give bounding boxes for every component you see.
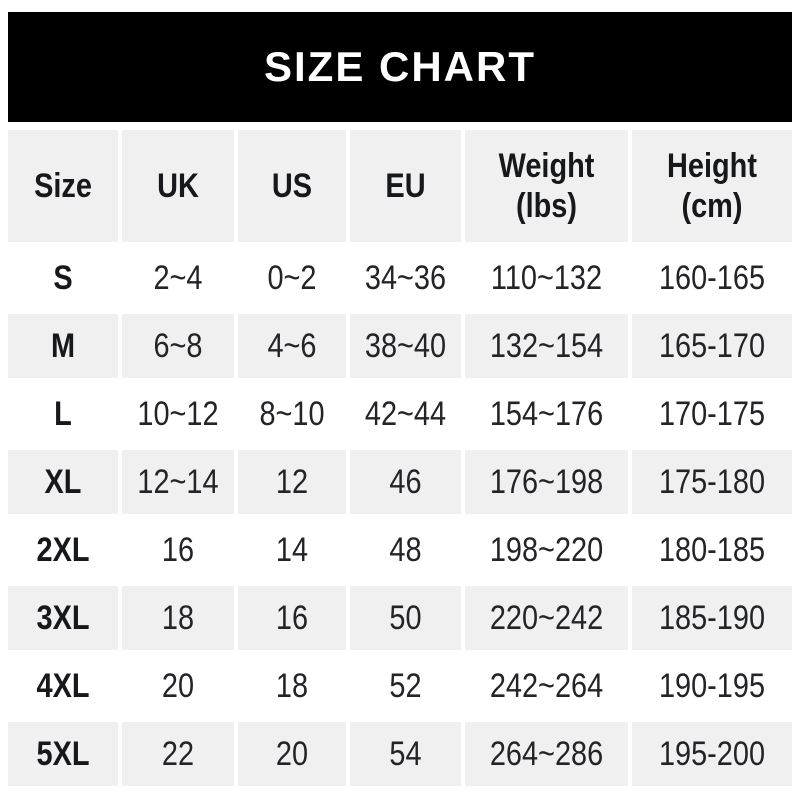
- cell-uk-2xl: 16: [122, 518, 234, 582]
- size-label-5xl: 5XL: [8, 722, 118, 786]
- cell-uk-l: 10~12: [122, 382, 234, 446]
- cell-height-cm-s: 160-165: [632, 246, 792, 310]
- column-header-eu: EU: [350, 130, 461, 242]
- cell-uk-3xl: 18: [122, 586, 234, 650]
- cell-us-5xl: 20: [238, 722, 346, 786]
- cell-uk-5xl: 22: [122, 722, 234, 786]
- cell-us-s: 0~2: [238, 246, 346, 310]
- table-row-l: L 10~12 8~10 42~44 154~176 170-175: [8, 382, 792, 446]
- column-header-size: Size: [8, 130, 118, 242]
- column-header-weight-lbs: Weight (lbs): [465, 130, 628, 242]
- table-row-xl: XL 12~14 12 46 176~198 175-180: [8, 450, 792, 514]
- cell-weight-lbs-s: 110~132: [465, 246, 628, 310]
- table-row-5xl: 5XL 22 20 54 264~286 195-200: [8, 722, 792, 786]
- cell-weight-lbs-l: 154~176: [465, 382, 628, 446]
- cell-us-m: 4~6: [238, 314, 346, 378]
- cell-eu-s: 34~36: [350, 246, 461, 310]
- table-body: S 2~4 0~2 34~36 110~132 160-165 M 6~8 4~6 38~40 13…: [8, 246, 792, 786]
- size-label-s: S: [8, 246, 118, 310]
- size-label-2xl: 2XL: [8, 518, 118, 582]
- size-label-m: M: [8, 314, 118, 378]
- cell-weight-lbs-4xl: 242~264: [465, 654, 628, 718]
- cell-weight-lbs-3xl: 220~242: [465, 586, 628, 650]
- cell-weight-lbs-xl: 176~198: [465, 450, 628, 514]
- cell-us-4xl: 18: [238, 654, 346, 718]
- column-header-us: US: [238, 130, 346, 242]
- cell-height-cm-3xl: 185-190: [632, 586, 792, 650]
- cell-uk-xl: 12~14: [122, 450, 234, 514]
- table-row-s: S 2~4 0~2 34~36 110~132 160-165: [8, 246, 792, 310]
- size-chart-banner: SIZE CHART: [8, 12, 792, 122]
- cell-eu-3xl: 50: [350, 586, 461, 650]
- cell-height-cm-4xl: 190-195: [632, 654, 792, 718]
- table-row-m: M 6~8 4~6 38~40 132~154 165-170: [8, 314, 792, 378]
- size-label-xl: XL: [8, 450, 118, 514]
- cell-height-cm-2xl: 180-185: [632, 518, 792, 582]
- cell-height-cm-5xl: 195-200: [632, 722, 792, 786]
- cell-eu-xl: 46: [350, 450, 461, 514]
- cell-eu-2xl: 48: [350, 518, 461, 582]
- size-chart-table: Size UK US EU Weight (lbs) Height (cm) S 2~4 0~2 3…: [4, 126, 796, 790]
- table-row-3xl: 3XL 18 16 50 220~242 185-190: [8, 586, 792, 650]
- table-row-2xl: 2XL 16 14 48 198~220 180-185: [8, 518, 792, 582]
- cell-height-cm-l: 170-175: [632, 382, 792, 446]
- cell-us-2xl: 14: [238, 518, 346, 582]
- header-row: Size UK US EU Weight (lbs) Height (cm): [8, 130, 792, 242]
- size-label-l: L: [8, 382, 118, 446]
- page-title: SIZE CHART: [264, 43, 536, 90]
- cell-weight-lbs-2xl: 198~220: [465, 518, 628, 582]
- cell-uk-s: 2~4: [122, 246, 234, 310]
- cell-uk-m: 6~8: [122, 314, 234, 378]
- cell-us-3xl: 16: [238, 586, 346, 650]
- table-row-4xl: 4XL 20 18 52 242~264 190-195: [8, 654, 792, 718]
- size-label-3xl: 3XL: [8, 586, 118, 650]
- cell-weight-lbs-m: 132~154: [465, 314, 628, 378]
- cell-us-xl: 12: [238, 450, 346, 514]
- cell-eu-5xl: 54: [350, 722, 461, 786]
- size-label-4xl: 4XL: [8, 654, 118, 718]
- cell-eu-4xl: 52: [350, 654, 461, 718]
- cell-uk-4xl: 20: [122, 654, 234, 718]
- cell-weight-lbs-5xl: 264~286: [465, 722, 628, 786]
- cell-eu-l: 42~44: [350, 382, 461, 446]
- column-header-uk: UK: [122, 130, 234, 242]
- cell-height-cm-xl: 175-180: [632, 450, 792, 514]
- cell-eu-m: 38~40: [350, 314, 461, 378]
- column-header-height-cm: Height (cm): [632, 130, 792, 242]
- cell-height-cm-m: 165-170: [632, 314, 792, 378]
- cell-us-l: 8~10: [238, 382, 346, 446]
